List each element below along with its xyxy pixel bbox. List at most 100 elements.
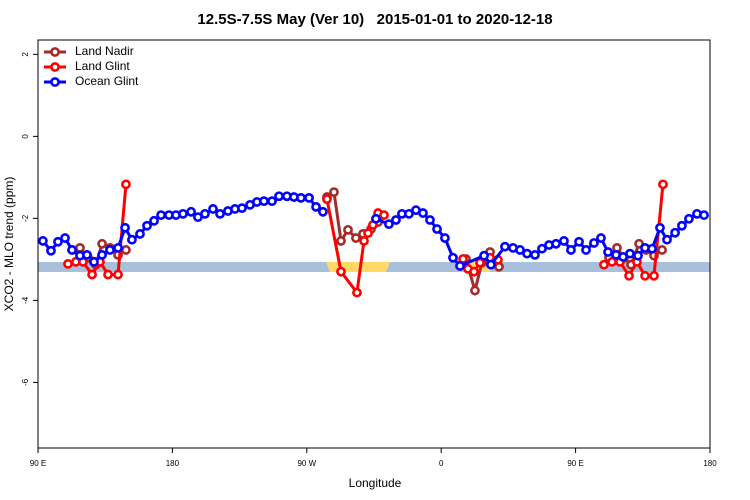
- y-tick-label: -4: [21, 296, 30, 304]
- y-tick-label: 0: [21, 134, 30, 139]
- x-axis-label: Longitude: [349, 476, 402, 490]
- data-point: [267, 196, 277, 207]
- data-point: [448, 252, 458, 263]
- data-point: [603, 247, 613, 257]
- legend-marker: [50, 62, 60, 72]
- data-point: [486, 259, 496, 270]
- data-point: [63, 258, 73, 269]
- data-point: [121, 245, 131, 255]
- legend-marker: [50, 77, 60, 87]
- data-point: [82, 249, 92, 260]
- plot-frame: [37, 39, 711, 449]
- data-point: [432, 224, 442, 234]
- data-point: [135, 229, 145, 239]
- data-point: [142, 220, 152, 231]
- data-point: [677, 220, 687, 231]
- data-point: [67, 245, 77, 255]
- data-point: [371, 213, 381, 224]
- data-point: [105, 245, 115, 255]
- data-point: [684, 213, 694, 224]
- x-tick-label: 180: [166, 459, 180, 468]
- data-point: [699, 210, 709, 220]
- data-point: [624, 270, 634, 281]
- data-point: [475, 257, 485, 268]
- data-point: [89, 256, 99, 267]
- data-point: [38, 236, 48, 246]
- legend-label: Ocean Glint: [75, 74, 139, 88]
- data-point: [589, 238, 599, 248]
- legend-marker: [50, 47, 60, 57]
- data-point: [113, 269, 123, 280]
- data-point: [596, 233, 606, 243]
- data-point: [559, 236, 569, 246]
- data-point: [522, 248, 532, 259]
- data-point: [336, 266, 346, 277]
- data-point: [97, 249, 107, 260]
- data-point: [581, 245, 591, 255]
- data-point: [329, 187, 339, 198]
- data-point: [103, 269, 113, 280]
- data-point: [352, 287, 362, 298]
- data-point: [551, 238, 561, 249]
- data-point: [418, 208, 428, 218]
- y-tick-label: -2: [21, 214, 30, 222]
- data-point: [670, 227, 680, 238]
- legend-label: Land Glint: [75, 59, 130, 73]
- legend-label: Land Nadir: [75, 44, 134, 58]
- data-point: [304, 192, 314, 203]
- data-point: [662, 234, 672, 245]
- data-point: [359, 236, 369, 246]
- data-point: [53, 236, 63, 247]
- data-point: [640, 270, 650, 281]
- data-point: [75, 242, 85, 253]
- y-tick-label: -6: [21, 378, 30, 386]
- data-point: [60, 233, 70, 243]
- data-point: [296, 192, 306, 203]
- data-point: [440, 233, 450, 243]
- mask-land: [326, 262, 390, 272]
- data-point: [470, 285, 480, 296]
- data-point: [515, 245, 525, 255]
- y-tick-label: 2: [21, 52, 30, 57]
- data-point: [127, 234, 137, 245]
- data-point: [351, 233, 361, 243]
- data-point: [113, 242, 123, 253]
- data-point: [46, 245, 56, 256]
- data-point: [343, 224, 353, 235]
- data-point: [311, 201, 321, 212]
- y-axis-label: XCO2 - MLO trend (ppm): [2, 177, 16, 312]
- data-point: [455, 261, 465, 271]
- data-point: [658, 179, 668, 190]
- data-point: [259, 196, 269, 207]
- data-point: [274, 191, 284, 202]
- data-point: [633, 250, 643, 261]
- data-point: [215, 208, 225, 219]
- chart-title: 12.5S-7.5S May (Ver 10) 2015-01-01 to 20…: [197, 11, 552, 28]
- data-point: [318, 206, 328, 217]
- data-point: [120, 222, 130, 233]
- data-point: [97, 238, 107, 249]
- data-point: [537, 243, 547, 254]
- data-point: [384, 219, 394, 230]
- data-point: [647, 243, 657, 254]
- data-point: [178, 208, 188, 219]
- data-point: [322, 194, 332, 204]
- data-point: [599, 259, 609, 270]
- x-tick-label: 180: [703, 459, 717, 468]
- data-point: [237, 203, 247, 214]
- data-point: [404, 208, 414, 219]
- data-point: [500, 241, 510, 252]
- data-point: [574, 236, 584, 247]
- data-point: [655, 222, 665, 233]
- data-point: [530, 249, 540, 260]
- data-point: [425, 215, 435, 225]
- data-point: [121, 179, 131, 190]
- data-point: [363, 228, 373, 239]
- data-point: [186, 206, 196, 217]
- data-point: [625, 248, 635, 259]
- data-point: [657, 245, 667, 255]
- data-point: [336, 236, 346, 246]
- data-point: [200, 208, 210, 219]
- x-tick-label: 90 E: [567, 459, 583, 468]
